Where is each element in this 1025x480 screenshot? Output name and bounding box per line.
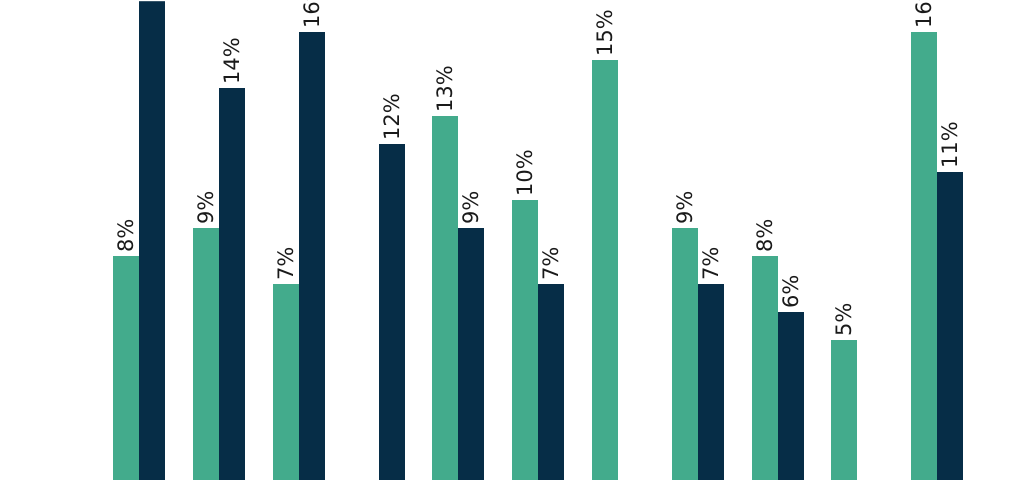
data-label-g4-s2: 12% [380, 93, 404, 140]
data-label-g5-s2: 9% [459, 191, 483, 224]
data-label-g2-s1: 9% [194, 191, 218, 224]
data-label-g3-s1: 7% [274, 247, 298, 280]
data-label-g6-s1: 10% [513, 149, 537, 196]
bar-g1-s2 [139, 1, 165, 480]
bar-g5-s2 [458, 228, 484, 480]
bar-g7-s1 [592, 60, 618, 480]
bar-g11-s1 [911, 32, 937, 480]
data-label-g8-s1: 9% [673, 191, 697, 224]
data-label-g7-s1: 15% [593, 9, 617, 56]
bar-g11-s2 [937, 172, 963, 480]
bar-g4-s2 [379, 144, 405, 480]
data-label-g11-s1: 16% [912, 0, 936, 28]
data-label-g9-s2: 6% [779, 275, 803, 308]
bar-g3-s1 [273, 284, 299, 480]
data-label-g2-s2: 14% [220, 37, 244, 84]
bar-g8-s1 [672, 228, 698, 480]
data-label-g10-s1: 5% [832, 303, 856, 336]
bars-layer [113, 1, 963, 480]
bar-g9-s2 [778, 312, 804, 480]
data-label-g6-s2: 7% [539, 247, 563, 280]
bar-g3-s2 [299, 32, 325, 480]
data-label-g11-s2: 11% [938, 121, 962, 168]
bar-g5-s1 [432, 116, 458, 480]
data-label-g1-s1: 8% [114, 219, 138, 252]
bar-g9-s1 [752, 256, 778, 480]
bar-g6-s1 [512, 200, 538, 480]
bar-g2-s1 [193, 228, 219, 480]
data-label-g9-s1: 8% [753, 219, 777, 252]
data-label-g5-s1: 13% [433, 65, 457, 112]
bar-g8-s2 [698, 284, 724, 480]
bar-g10-s1 [831, 340, 857, 480]
bar-g2-s2 [219, 88, 245, 480]
bar-g1-s1 [113, 256, 139, 480]
data-label-g8-s2: 7% [699, 247, 723, 280]
data-label-g3-s2: 16% [300, 0, 324, 28]
bar-g6-s2 [538, 284, 564, 480]
labels-layer: 8%9%14%7%16%12%13%9%10%7%15%9%7%8%6%5%16… [114, 0, 962, 336]
